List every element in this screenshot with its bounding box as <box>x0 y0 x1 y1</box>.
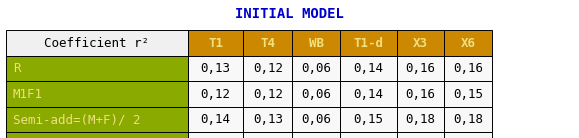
Bar <box>444 107 492 132</box>
Text: 0,06: 0,06 <box>301 62 331 75</box>
Bar <box>243 81 292 107</box>
Text: 0,12: 0,12 <box>253 62 283 75</box>
Bar <box>397 30 444 56</box>
Text: INITIAL MODEL: INITIAL MODEL <box>235 7 344 21</box>
Text: 0,14: 0,14 <box>353 62 383 75</box>
Bar <box>340 56 397 81</box>
Bar <box>243 107 292 132</box>
Text: 0,16: 0,16 <box>453 62 483 75</box>
Bar <box>6 30 188 56</box>
Text: 0,12: 0,12 <box>253 88 283 101</box>
Bar <box>292 56 340 81</box>
Text: T4: T4 <box>261 37 275 50</box>
Bar <box>188 30 243 56</box>
Bar <box>397 56 444 81</box>
Text: X3: X3 <box>413 37 428 50</box>
Bar <box>340 132 397 138</box>
Bar <box>6 81 188 107</box>
Bar <box>444 81 492 107</box>
Bar <box>188 56 243 81</box>
Text: 0,14: 0,14 <box>201 113 230 126</box>
Bar <box>243 30 292 56</box>
Bar <box>6 107 188 132</box>
Text: 0,13: 0,13 <box>201 62 230 75</box>
Text: 0,18: 0,18 <box>405 113 435 126</box>
Text: R: R <box>13 62 20 75</box>
Bar <box>188 132 243 138</box>
Text: T1: T1 <box>208 37 223 50</box>
Text: 0,15: 0,15 <box>453 88 483 101</box>
Bar <box>243 56 292 81</box>
Bar <box>6 56 188 81</box>
Text: 0,16: 0,16 <box>405 88 435 101</box>
Bar <box>444 132 492 138</box>
Bar <box>340 30 397 56</box>
Text: 0,06: 0,06 <box>301 88 331 101</box>
Bar <box>444 30 492 56</box>
Text: 0,06: 0,06 <box>301 113 331 126</box>
Bar <box>188 107 243 132</box>
Text: 0,18: 0,18 <box>453 113 483 126</box>
Text: 0,13: 0,13 <box>253 113 283 126</box>
Bar <box>444 56 492 81</box>
Bar <box>340 81 397 107</box>
Bar <box>397 132 444 138</box>
Bar <box>397 81 444 107</box>
Text: Coefficient r²: Coefficient r² <box>45 37 149 50</box>
Bar <box>397 107 444 132</box>
Bar <box>292 107 340 132</box>
Bar <box>188 81 243 107</box>
Text: 0,14: 0,14 <box>353 88 383 101</box>
Bar <box>292 132 340 138</box>
Bar <box>292 30 340 56</box>
Bar <box>292 81 340 107</box>
Bar <box>340 107 397 132</box>
Bar <box>6 132 188 138</box>
Text: Semi-add=(M+F)/ 2: Semi-add=(M+F)/ 2 <box>13 113 140 126</box>
Text: 0,15: 0,15 <box>353 113 383 126</box>
Text: WB: WB <box>309 37 324 50</box>
Bar <box>243 132 292 138</box>
Text: 0,16: 0,16 <box>405 62 435 75</box>
Text: X6: X6 <box>460 37 475 50</box>
Text: M1F1: M1F1 <box>13 88 43 101</box>
Text: 0,12: 0,12 <box>201 88 230 101</box>
Text: T1-d: T1-d <box>353 37 383 50</box>
